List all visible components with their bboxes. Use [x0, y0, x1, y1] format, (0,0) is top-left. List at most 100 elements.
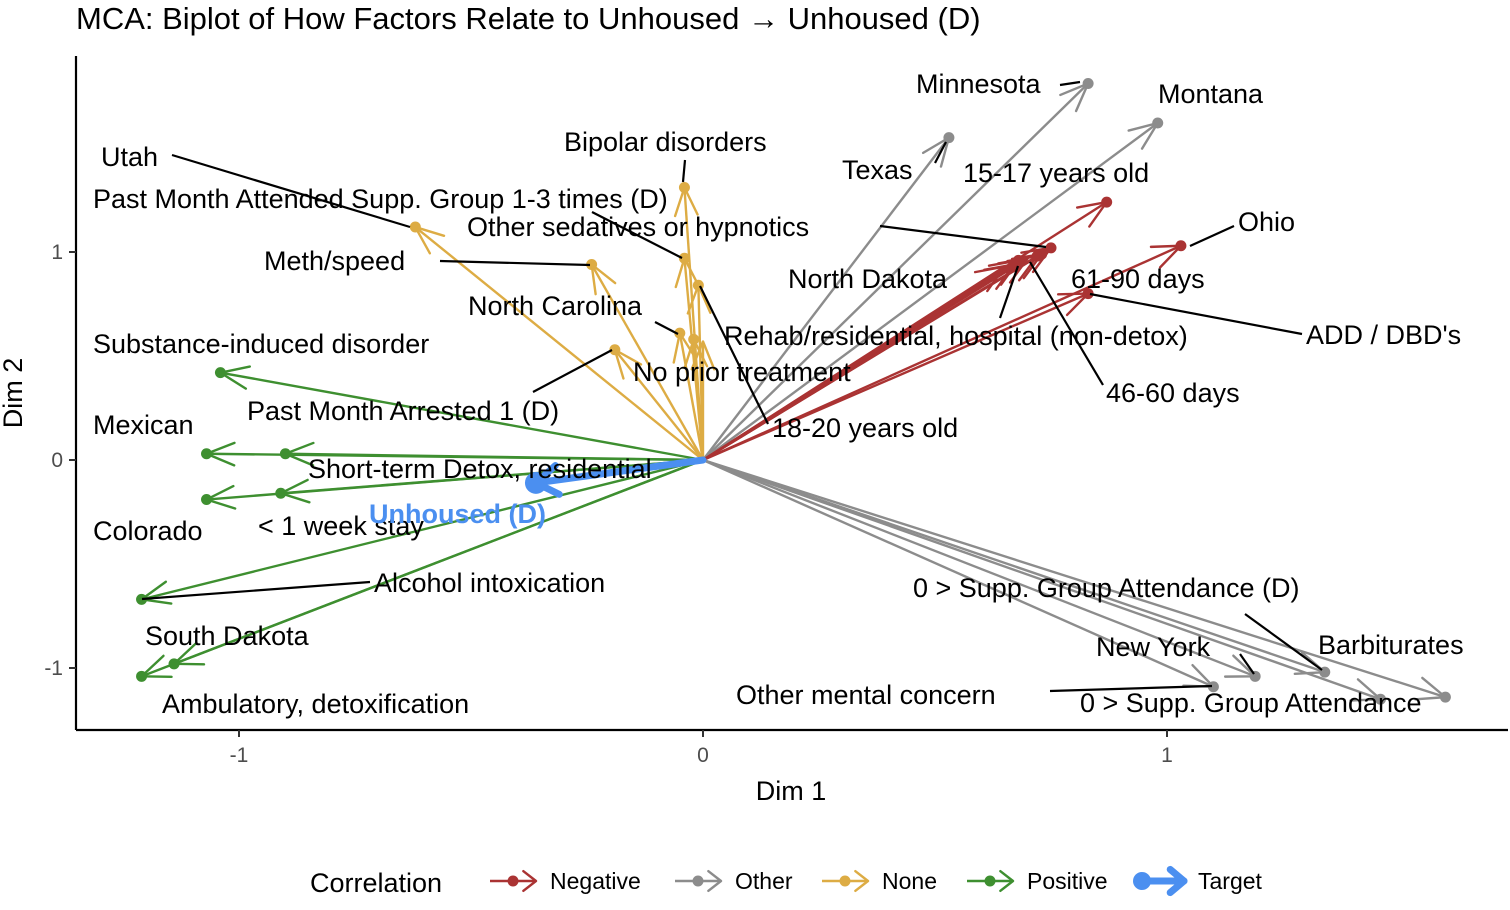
- point-1: [1152, 117, 1164, 129]
- target-point: [524, 471, 547, 494]
- axes: -1 0 1 -1 0 1: [44, 56, 1508, 767]
- point-label-24: Alcohol intoxication: [374, 568, 605, 598]
- target-arrow: [524, 456, 707, 498]
- arrow-other-2: [702, 136, 951, 461]
- point-label-2: Texas: [842, 155, 913, 185]
- point-label-22: Colorado: [93, 516, 203, 546]
- legend-item-target: Target: [1133, 865, 1263, 897]
- point-label-17: No prior treatment: [633, 357, 851, 387]
- point-label-11: Bipolar disorders: [564, 127, 767, 157]
- point-label-21: Short-term Detox, residential: [308, 454, 652, 484]
- point-19: [214, 367, 226, 379]
- point-label-9: 61-90 days: [1071, 264, 1205, 294]
- legend: Correlation Negative Other None Positive Tar…: [310, 865, 1263, 898]
- point-label-28: Barbiturates: [1318, 630, 1464, 660]
- label-connector-8: [1029, 261, 1104, 386]
- point-22: [201, 494, 213, 506]
- point-label-8: 46-60 days: [1106, 378, 1240, 408]
- legend-item-positive: Positive: [967, 868, 1108, 894]
- point-label-19: Substance-induced disorder: [93, 329, 429, 359]
- point-29: [1249, 670, 1261, 682]
- point-24: [136, 593, 148, 605]
- point-label-30: Other mental concern: [736, 680, 996, 710]
- point-label-29: New York: [1096, 632, 1211, 662]
- legend-title: Correlation: [310, 868, 442, 898]
- legend-item-none: None: [822, 868, 937, 894]
- point-3: [1101, 196, 1113, 208]
- point-label-0: Minnesota: [916, 69, 1042, 99]
- point-26: [136, 670, 148, 682]
- x-tick-label-1: 0: [697, 744, 709, 767]
- legend-label-none: None: [882, 868, 937, 894]
- legend-label-other: Other: [735, 868, 793, 894]
- point-label-3: 15-17 years old: [963, 158, 1149, 188]
- legend-label-target: Target: [1198, 868, 1263, 894]
- label-connector-27: [1244, 613, 1323, 671]
- label-connector-16: [654, 321, 679, 335]
- label-connector-13: [699, 285, 769, 425]
- legend-item-other: Other: [675, 868, 793, 894]
- point-31: [1374, 693, 1386, 705]
- y-tick-label-1: 0: [51, 449, 63, 472]
- legend-label-negative: Negative: [550, 868, 641, 894]
- x-tick-label-0: -1: [230, 744, 249, 767]
- chart-title: MCA: Biplot of How Factors Relate to Unh…: [76, 1, 981, 36]
- point-10: [1082, 288, 1094, 300]
- legend-label-positive: Positive: [1027, 868, 1108, 894]
- point-18: [609, 344, 621, 356]
- plot-area: [136, 78, 1451, 705]
- point-label-31: 0 > Supp. Group Attendance: [1080, 688, 1422, 718]
- point-5: [1045, 242, 1057, 254]
- point-label-4: Ohio: [1238, 207, 1295, 237]
- label-connector-7: [998, 265, 1020, 319]
- point-23: [275, 487, 287, 499]
- point-4: [1175, 240, 1187, 252]
- point-9: [1031, 250, 1043, 262]
- point-label-5: Other sedatives or hypnotics: [467, 212, 809, 242]
- label-connector-4: [1189, 224, 1235, 248]
- point-label-13: 18-20 years old: [772, 413, 958, 443]
- point-16: [674, 327, 686, 339]
- point-2: [943, 132, 955, 144]
- point-label-7: Rehab/residential, hospital (non-detox): [724, 321, 1188, 351]
- label-connector-2: [934, 141, 947, 164]
- point-25: [168, 658, 180, 670]
- point-labels: Minnesota Montana Texas 15-17 years old Ohio…: [93, 69, 1464, 719]
- point-11: [678, 182, 690, 194]
- label-connector-0: [1059, 80, 1081, 87]
- x-axis-title: Dim 1: [756, 776, 827, 806]
- label-connector-5: [879, 224, 1047, 249]
- point-label-26: Ambulatory, detoxification: [162, 689, 469, 719]
- point-label-12: Past Month Attended Supp. Group 1-3 time…: [93, 184, 668, 214]
- point-label-14: Utah: [101, 142, 158, 172]
- point-label-20: Mexican: [93, 410, 194, 440]
- point-0: [1082, 78, 1094, 90]
- label-connector-10: [1089, 292, 1303, 336]
- label-connector-12: [591, 211, 683, 259]
- label-connector-14: [171, 153, 411, 229]
- x-tick-label-2: 1: [1161, 744, 1173, 767]
- point-30: [1207, 681, 1219, 693]
- point-15: [586, 258, 598, 270]
- label-connector-11: [681, 159, 687, 183]
- point-label-15: Meth/speed: [264, 246, 405, 276]
- y-tick-label-2: 1: [51, 241, 63, 264]
- point-label-18: Past Month Arrested 1 (D): [247, 396, 559, 426]
- point-label-16: North Carolina: [468, 291, 643, 321]
- legend-item-negative: Negative: [490, 868, 641, 894]
- point-label-6: North Dakota: [788, 264, 948, 294]
- point-21: [279, 448, 291, 460]
- point-12: [678, 252, 690, 264]
- y-tick-label-0: -1: [44, 657, 63, 680]
- point-14: [409, 221, 421, 233]
- point-label-1: Montana: [1158, 79, 1264, 109]
- point-label-25: South Dakota: [145, 621, 310, 651]
- label-connector-30: [1049, 684, 1213, 693]
- point-label-23: < 1 week stay: [258, 511, 424, 541]
- point-17: [688, 333, 700, 345]
- point-20: [201, 448, 213, 460]
- y-axis-title: Dim 2: [0, 358, 28, 429]
- label-connector-29: [1239, 653, 1255, 675]
